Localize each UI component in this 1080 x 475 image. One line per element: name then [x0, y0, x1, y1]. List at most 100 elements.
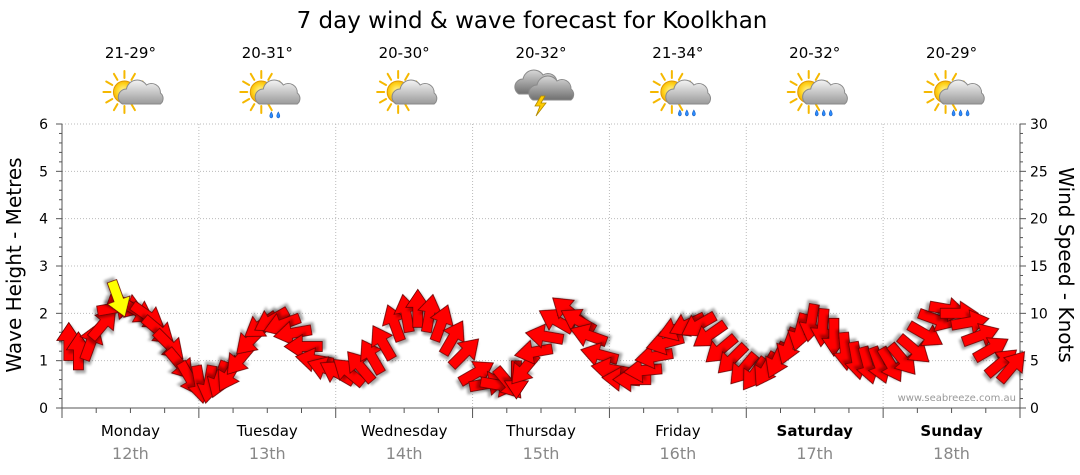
sun-ray	[404, 103, 410, 112]
wind-arrow	[513, 339, 554, 365]
right-tick-label: 15	[1030, 259, 1048, 275]
sun-ray	[926, 80, 935, 86]
day-name-label: Monday	[101, 422, 160, 440]
wind-arrow	[86, 308, 117, 343]
wind-arrow	[906, 320, 943, 347]
sun-ray	[130, 103, 136, 112]
wind-arrow-shape	[524, 323, 565, 349]
raindrop	[685, 109, 689, 117]
gridlines	[62, 123, 1020, 408]
day-name-label: Thursday	[505, 422, 576, 440]
left-tick-label: 0	[39, 401, 48, 417]
wind-arrow-shape	[371, 325, 397, 362]
sun-cloud-icon	[102, 70, 164, 114]
raindrop	[678, 109, 682, 117]
day-temp-range: 20-32°	[789, 44, 840, 62]
sun-ray	[404, 72, 410, 81]
wind-arrow-shape	[447, 338, 480, 370]
day-temp-range: 20-31°	[242, 44, 293, 62]
sun-ray	[105, 80, 114, 86]
left-tick-label: 5	[39, 164, 48, 180]
sun-ray	[660, 72, 666, 81]
sun-ray	[378, 80, 388, 86]
sun-ray	[926, 98, 935, 104]
day-date-label: 16th	[659, 444, 696, 463]
cloud-shape	[117, 79, 164, 105]
left-tick-label: 6	[39, 117, 48, 133]
day-date-label: 14th	[386, 444, 423, 463]
sun-ray	[677, 72, 684, 81]
wind-arrow-shape	[906, 320, 943, 347]
cloud-shape	[665, 79, 712, 105]
sun-cloud-rain-icon	[649, 70, 712, 117]
wind-arrow	[995, 351, 1025, 385]
day-temp-range: 21-34°	[652, 44, 703, 62]
sun-ray	[267, 103, 273, 112]
axes: 0 1 2 3 4 5 6 0 5 10 15 20 25 30	[39, 117, 1048, 418]
day-date-label: 17th	[796, 444, 833, 463]
sun-ray	[105, 98, 114, 104]
sun-cloud-light-rain-icon	[239, 70, 301, 119]
right-tick-label: 30	[1030, 117, 1048, 133]
sun-ray	[242, 98, 251, 104]
wind-arrow-shape	[569, 323, 609, 348]
wind-arrow	[429, 304, 454, 343]
left-tick-label: 3	[39, 259, 48, 275]
wind-arrow-shape	[86, 308, 117, 343]
raindrop	[828, 109, 833, 117]
raindrop	[951, 109, 956, 117]
left-tick-label: 4	[39, 212, 48, 228]
sun-cloud-icon	[376, 70, 438, 114]
right-tick-label: 5	[1030, 354, 1039, 370]
day-temp-range: 21-29°	[105, 44, 156, 62]
day-temp-range: 20-32°	[515, 44, 566, 62]
raindrop	[958, 109, 963, 117]
sun-ray	[249, 103, 256, 112]
sun-cloud-rain-icon	[786, 70, 848, 117]
raindrop	[814, 109, 819, 117]
wind-arrow	[360, 339, 386, 376]
cloud-shape	[254, 79, 301, 105]
day-date-label: 15th	[523, 444, 560, 463]
wave-arrows	[106, 279, 131, 318]
left-tick-label: 2	[39, 306, 48, 322]
sun-ray	[789, 80, 798, 86]
day-name-label: Saturday	[777, 422, 854, 440]
sun-ray	[934, 72, 940, 81]
wave-arrow	[106, 279, 131, 318]
raindrop	[276, 111, 281, 119]
day-name-label: Tuesday	[236, 422, 298, 440]
sun-ray	[789, 98, 798, 104]
day-temp-range: 20-29°	[926, 44, 977, 62]
sun-ray	[951, 72, 958, 81]
right-tick-label: 25	[1030, 164, 1048, 180]
credit-text: www.seabreeze.com.au	[898, 393, 1016, 404]
day-temp-range: 20-30°	[379, 44, 430, 62]
sun-ray	[112, 72, 119, 81]
wind-arrow-shape	[360, 339, 386, 376]
sun-ray	[660, 103, 666, 112]
wind-arrow	[447, 338, 480, 370]
sun-ray	[242, 80, 251, 86]
sun-ray	[797, 103, 803, 112]
day-labels: Monday 12th Tuesday 13th Wednesday 14th Thursd…	[101, 422, 983, 463]
right-tick-label: 10	[1030, 306, 1048, 322]
raindrop	[269, 111, 274, 119]
day-name-label: Wednesday	[361, 422, 448, 440]
right-tick-label: 0	[1030, 401, 1039, 417]
right-tick-label: 20	[1030, 212, 1048, 228]
wind-arrow-shape	[995, 351, 1025, 385]
sun-ray	[934, 103, 940, 112]
wind-arrow-shape	[429, 304, 454, 343]
sun-ray	[267, 72, 273, 81]
cloud-shape	[938, 79, 985, 105]
sun-ray	[677, 103, 684, 112]
sun-ray	[112, 103, 119, 112]
sun-ray	[797, 72, 803, 81]
day-name-label: Friday	[655, 422, 701, 440]
wind-arrows	[56, 288, 1025, 404]
cloud-shape	[802, 79, 848, 105]
day-date-label: 12th	[112, 444, 149, 463]
sun-ray	[378, 98, 388, 104]
